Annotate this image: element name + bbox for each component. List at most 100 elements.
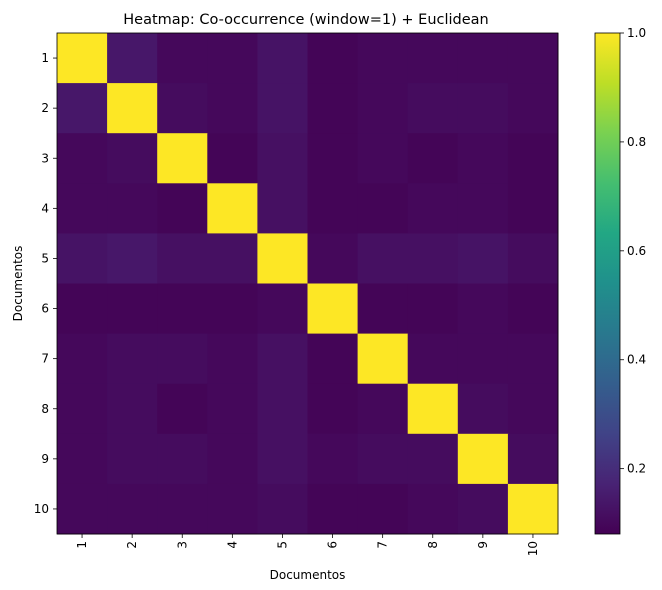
colorbar-tick-label: 0.8 — [627, 135, 646, 149]
heatmap-cell — [107, 283, 158, 335]
heatmap-cell — [457, 233, 509, 284]
heatmap-cell — [407, 433, 459, 485]
heatmap-cell — [57, 433, 108, 485]
heatmap-cell — [357, 333, 409, 385]
heatmap-cell — [157, 133, 208, 184]
heatmap-cell — [307, 33, 359, 84]
heatmap-cell — [207, 483, 258, 535]
heatmap-cell — [107, 433, 158, 485]
heatmap-cell — [457, 383, 509, 435]
heatmap-cell — [157, 183, 208, 234]
heatmap-cell — [207, 383, 258, 435]
heatmap-cell — [457, 483, 509, 535]
heatmap-cell — [207, 283, 258, 335]
heatmap-cell — [257, 483, 308, 535]
y-tick-label: 9 — [41, 452, 49, 466]
heatmap-cell — [407, 483, 459, 535]
heatmap-cell — [457, 133, 509, 184]
heatmap-cell — [157, 283, 208, 335]
x-axis-ticks: 1 2 3 4 5 6 7 8 9 10 — [75, 534, 540, 556]
plot-frame — [56, 32, 559, 535]
heatmap-cell — [107, 83, 158, 134]
heatmap-cell — [57, 383, 108, 435]
heatmap-cell — [357, 233, 409, 284]
heatmap-cell — [57, 33, 108, 84]
heatmap-cell — [207, 433, 258, 485]
y-tick-label: 3 — [41, 151, 49, 165]
heatmap-cell — [257, 433, 308, 485]
x-tick-label: 10 — [526, 541, 540, 556]
y-tick-label: 7 — [41, 352, 49, 366]
heatmap-cell — [407, 383, 459, 435]
heatmap-cell — [157, 33, 208, 84]
heatmap-cell — [207, 133, 258, 184]
heatmap-cell — [357, 283, 409, 335]
heatmap-cell — [257, 333, 308, 385]
y-tick-label: 8 — [41, 402, 49, 416]
colorbar-tick-label: 1.0 — [627, 26, 646, 40]
heatmap-cell — [457, 183, 509, 234]
heatmap-cell — [507, 83, 559, 134]
heatmap-cell — [307, 383, 359, 435]
heatmap-cell — [507, 483, 559, 535]
heatmap-cell — [407, 83, 459, 134]
heatmap-cell — [507, 33, 559, 84]
heatmap-cell — [407, 33, 459, 84]
heatmap-cell — [207, 83, 258, 134]
heatmap-cell — [507, 333, 559, 385]
x-tick-label: 5 — [275, 541, 289, 549]
heatmap-cell — [357, 383, 409, 435]
heatmap-cell — [57, 83, 108, 134]
y-tick-label: 1 — [41, 51, 49, 65]
heatmap-cell — [157, 483, 208, 535]
heatmap-cell — [257, 83, 308, 134]
heatmap-cell — [307, 83, 359, 134]
y-tick-label: 10 — [34, 502, 49, 516]
heatmap-cell — [357, 183, 409, 234]
heatmap-cell — [57, 133, 108, 184]
heatmap-cell — [207, 233, 258, 284]
x-tick-label: 3 — [175, 541, 189, 549]
heatmap-cell — [457, 333, 509, 385]
heatmap-cell — [107, 133, 158, 184]
colorbar-tick-label: 0.2 — [627, 462, 646, 476]
y-axis-ticks: 1 2 3 4 5 6 7 8 9 10 — [34, 51, 57, 516]
heatmap-cell — [257, 133, 308, 184]
heatmap-cell — [157, 433, 208, 485]
heatmap-cell — [457, 83, 509, 134]
heatmap-cell — [107, 333, 158, 385]
y-axis-label: Documentos — [11, 246, 25, 322]
heatmap-cell — [157, 83, 208, 134]
heatmap-cell — [357, 83, 409, 134]
x-tick-label: 9 — [476, 541, 490, 549]
heatmap-cell — [507, 383, 559, 435]
y-tick-label: 4 — [41, 201, 49, 215]
heatmap-cells — [57, 33, 559, 535]
heatmap-cell — [207, 333, 258, 385]
heatmap-cell — [307, 233, 359, 284]
heatmap-cell — [307, 333, 359, 385]
x-tick-label: 6 — [326, 541, 340, 549]
heatmap-cell — [457, 33, 509, 84]
y-tick-label: 2 — [41, 101, 49, 115]
colorbar-ticks: 0.2 0.4 0.6 0.8 1.0 — [620, 26, 646, 476]
heatmap-cell — [157, 333, 208, 385]
heatmap-cell — [107, 233, 158, 284]
colorbar — [594, 32, 621, 535]
x-tick-label: 4 — [225, 541, 239, 549]
heatmap-cell — [407, 133, 459, 184]
x-tick-label: 8 — [426, 541, 440, 549]
chart-title: Heatmap: Co-occurrence (window=1) + Eucl… — [123, 12, 489, 28]
heatmap-cell — [507, 183, 559, 234]
heatmap-cell — [107, 183, 158, 234]
heatmap-cell — [257, 33, 308, 84]
heatmap-cell — [407, 233, 459, 284]
heatmap-cell — [307, 433, 359, 485]
heatmap-cell — [507, 433, 559, 485]
heatmap-cell — [507, 133, 559, 184]
heatmap-cell — [507, 283, 559, 335]
heatmap-cell — [57, 283, 108, 335]
heatmap-cell — [107, 483, 158, 535]
heatmap-cell — [257, 233, 308, 284]
heatmap-cell — [407, 283, 459, 335]
